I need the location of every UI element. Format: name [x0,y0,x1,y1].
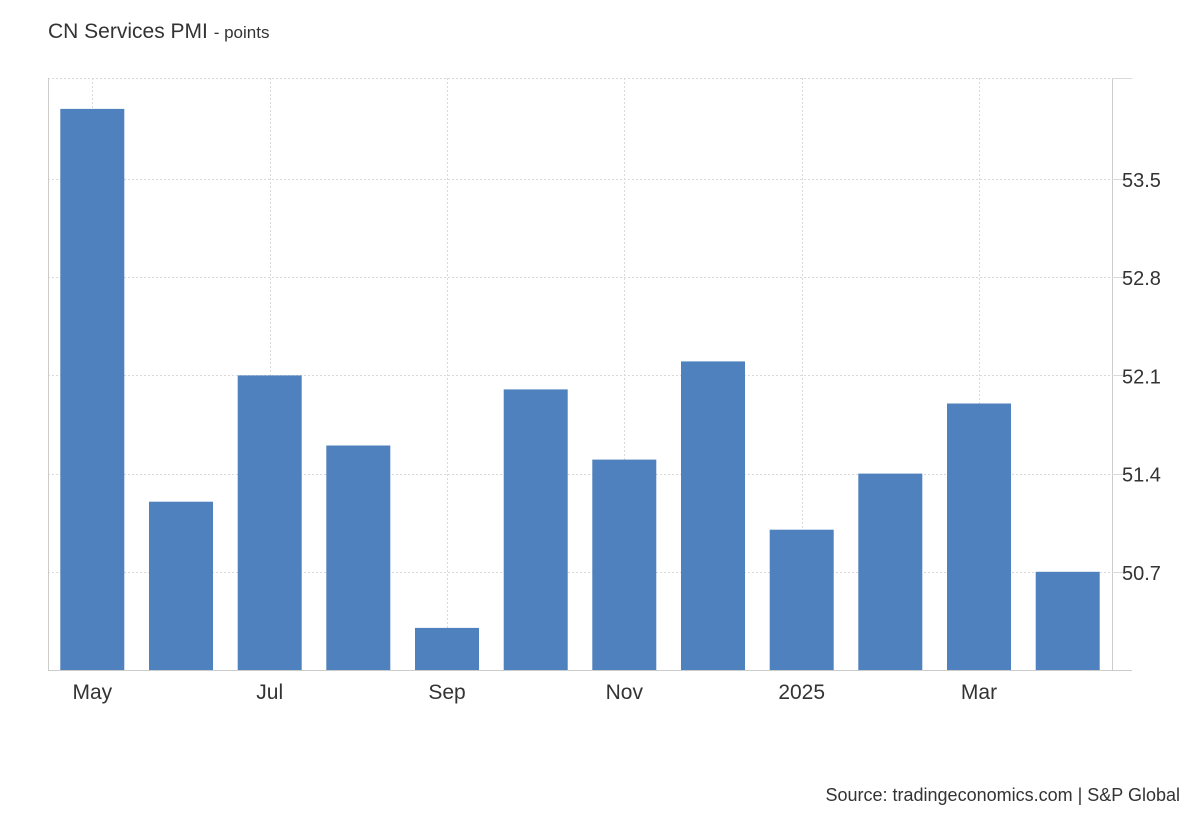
bar-oct-2024 [503,389,568,670]
bar-apr-2025 [1035,571,1100,670]
title-text: CN Services PMI [48,20,208,43]
bar-nov-2024 [592,459,657,670]
y-tick-label: 53.5 [1122,170,1161,192]
bars [60,108,1100,670]
bar-may-2024 [60,108,125,670]
y-tick-label: 50.7 [1122,563,1161,585]
bar-mar-2025 [947,403,1011,670]
bar-feb-2025 [858,473,923,670]
y-tick-labels: 50.7 51.4 52.1 52.8 53.5 [1122,170,1161,585]
x-tick-label: Mar [961,681,997,704]
bar-sep-2024 [415,627,479,670]
bar-dec-2024 [681,361,745,670]
y-tick-label: 52.8 [1122,268,1161,290]
bar-jul-2024 [237,375,302,670]
x-tick-label: Jul [256,681,283,704]
x-tick-label: Sep [428,681,465,704]
title-unit: - points [213,23,270,42]
bar-jan-2025 [769,529,834,670]
y-tick-label: 52.1 [1122,366,1161,388]
x-tick-label: Nov [606,681,644,704]
axis-lines [48,78,1132,671]
y-tick-label: 51.4 [1122,465,1161,487]
bar-aug-2024 [326,445,391,670]
chart-title: CN Services PMI - points [48,20,269,44]
bar-jun-2024 [149,501,213,670]
source-note: Source: tradingeconomics.com | S&P Globa… [825,785,1180,805]
x-tick-label: May [72,681,112,704]
x-tick-label: 2025 [778,681,825,704]
bar-chart: 50.7 51.4 52.1 52.8 53.5 May Jul Sep Nov 2025 Mar [48,78,1161,704]
x-tick-labels: May Jul Sep Nov 2025 Mar [72,681,997,704]
